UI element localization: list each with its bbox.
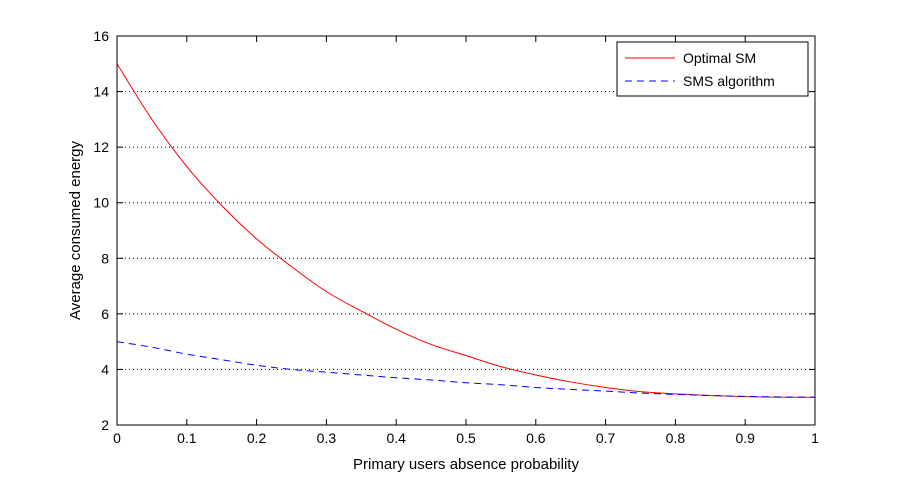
x-tick-label: 0.3 [317,430,337,446]
x-tick-label: 0.8 [666,430,686,446]
series-line-0 [116,63,816,398]
x-tick-label: 0 [113,430,121,446]
x-tick-label: 0.6 [526,430,546,446]
x-tick-label: 0.1 [177,430,197,446]
x-tick-label: 0.2 [247,430,267,446]
y-tick-label: 16 [93,28,109,44]
series-line-1 [116,341,816,398]
y-tick-label: 12 [93,139,109,155]
x-tick-label: 0.5 [456,430,476,446]
x-tick-label: 1 [811,430,819,446]
y-tick-label: 10 [93,195,109,211]
legend: Optimal SM SMS algorithm [616,41,809,97]
y-tick-label: 14 [93,84,109,100]
x-tick-label: 0.4 [386,430,406,446]
legend-box [616,41,809,97]
y-tick-label: 8 [101,250,109,266]
x-tick-label: 0.9 [735,430,755,446]
legend-label-1: SMS algorithm [683,73,775,89]
y-tick-label: 4 [101,361,109,377]
axis-ticks: 0 0.1 0.2 0.3 0.4 0.5 0.6 0.7 0.8 0.9 124681012141… [93,28,819,446]
x-tick-label: 0.7 [596,430,616,446]
y-tick-label: 6 [101,306,109,322]
x-axis-label: Primary users absence probability [353,456,579,473]
y-tick-label: 2 [101,417,109,433]
grid-lines [117,91,815,370]
y-axis-label: Average consumed energy [67,141,84,321]
legend-label-0: Optimal SM [683,50,756,66]
series-lines [116,63,816,398]
